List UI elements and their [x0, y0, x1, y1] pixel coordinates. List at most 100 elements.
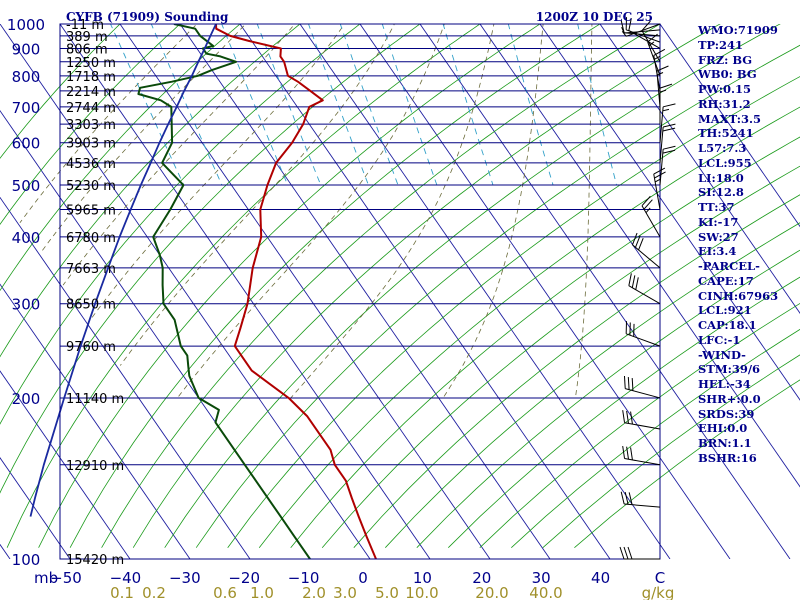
moist-adiabat-line	[119, 24, 395, 366]
wind-barb-flag	[623, 546, 629, 560]
mixing-ratio-tick-label: 0.6	[213, 584, 237, 600]
pressure-tick-label: 500	[12, 177, 41, 195]
wind-barb-staff	[659, 126, 664, 163]
isotherm-line	[239, 24, 611, 559]
mixing-ratio-tick-label: 0.1	[110, 584, 134, 600]
wind-barb	[625, 321, 661, 347]
dry-adiabat-line	[69, 24, 601, 548]
wind-barb-flag	[630, 447, 633, 461]
mixing-ratio-line	[150, 24, 223, 186]
index-item: MAXT:3.5	[698, 111, 761, 126]
pressure-tick-label: 900	[12, 40, 41, 58]
dry-adiabat-line	[353, 194, 800, 548]
wind-barb-flag	[638, 237, 644, 251]
wind-barb-flag	[641, 195, 651, 207]
moist-adiabat-line	[62, 24, 296, 286]
wind-barb-staff	[641, 30, 661, 63]
dry-adiabat-line	[0, 24, 121, 159]
index-item: BRN:1.1	[698, 436, 752, 450]
index-item: HEL:-34	[698, 377, 751, 391]
index-item: STM:39/6	[698, 362, 761, 377]
height-label: 11140 m	[66, 392, 124, 407]
mixing-ratio-line	[339, 24, 399, 186]
mixing-ratio-tick-label: 1.0	[250, 584, 274, 600]
index-item: CAPE:17	[698, 273, 754, 288]
wind-barb-flag	[653, 48, 666, 56]
index-item: LCL:955	[698, 155, 752, 170]
temperature-tick-label: 0	[358, 569, 368, 587]
wind-barb	[641, 195, 661, 238]
dry-adiabat-line	[258, 106, 800, 548]
index-item: WMO:71909	[698, 23, 778, 37]
index-item: -WIND-	[698, 347, 746, 362]
wind-barb-flag	[663, 145, 676, 150]
wind-barb-staff	[626, 23, 661, 37]
dry-adiabat-line	[321, 165, 800, 548]
wind-barb-flag	[635, 277, 639, 290]
wind-barb-flag	[635, 235, 641, 248]
wind-barb-flag	[659, 83, 673, 89]
dewpoint-trace	[137, 24, 311, 559]
dry-adiabat-line	[511, 328, 800, 548]
wind-barb-flag	[622, 410, 626, 423]
wind-barb	[659, 103, 676, 143]
dry-adiabat-line	[479, 302, 800, 548]
wind-barb	[623, 375, 661, 399]
wind-barb-staff	[628, 285, 661, 305]
dry-adiabat-line	[164, 24, 781, 548]
isotherm-line	[0, 196, 251, 559]
height-label: 9760 m	[66, 340, 116, 355]
wind-barb-flag	[653, 167, 666, 175]
temperature-tick-label: 30	[532, 569, 551, 587]
isotherm-line	[0, 456, 71, 559]
wind-barb	[659, 83, 673, 125]
height-label: 3903 m	[66, 137, 116, 152]
wind-barb-staff	[625, 388, 661, 399]
index-item: -PARCEL-	[698, 259, 760, 273]
wind-barb	[620, 491, 661, 508]
wind-barb-half-flag	[648, 41, 655, 47]
index-item: LI:18.0	[698, 170, 744, 185]
temperature-tick-label: −30	[169, 569, 201, 587]
wind-barb	[628, 17, 661, 49]
moist-adiabat-line	[19, 24, 198, 224]
index-item: CINH:67963	[698, 288, 779, 303]
wind-barb-staff	[632, 244, 661, 269]
height-label: 5230 m	[66, 179, 116, 194]
isotherm-line	[119, 24, 491, 559]
wind-barb-staff	[624, 458, 661, 466]
height-label: 389 m	[66, 30, 108, 45]
station-title: CYFB (71909) Sounding	[66, 10, 229, 24]
wind-barb-flag	[662, 127, 676, 132]
wind-barb-flag	[626, 446, 629, 460]
isotherm-line	[659, 24, 800, 228]
index-item: RH:31.2	[698, 96, 751, 111]
height-label: 1250 m	[66, 56, 116, 71]
wind-barb-flag	[628, 273, 632, 286]
wind-barb	[628, 273, 661, 305]
height-label: 1718 m	[66, 70, 116, 85]
mixing-ratio-line	[381, 24, 438, 186]
dry-adiabat-line	[195, 44, 800, 548]
mixing-ratio-line	[110, 24, 185, 186]
wind-barb-half-flag	[654, 55, 661, 60]
index-item: L57:7.3	[698, 141, 747, 155]
mixing-ratio-line	[256, 24, 322, 186]
wind-barb-flag	[620, 491, 625, 505]
wind-barb-flag	[628, 492, 633, 505]
height-label: 4536 m	[66, 157, 116, 172]
wind-barb-flag	[641, 20, 651, 31]
isotherm-line	[179, 24, 551, 559]
wind-barb-flag	[662, 149, 676, 154]
isotherm-line	[419, 24, 791, 559]
dry-adiabat-line	[132, 24, 721, 548]
wind-barb-staff	[624, 32, 661, 37]
index-item: SI:12.8	[698, 185, 744, 200]
mixing-ratio-tick-label: 20.0	[475, 584, 508, 600]
index-item: CAP:18.1	[698, 318, 757, 332]
height-label: 6780 m	[66, 231, 116, 246]
wind-barb	[621, 23, 661, 37]
pressure-tick-label: 300	[12, 296, 41, 314]
isotherm-line	[0, 24, 371, 559]
wind-barb	[631, 232, 661, 269]
